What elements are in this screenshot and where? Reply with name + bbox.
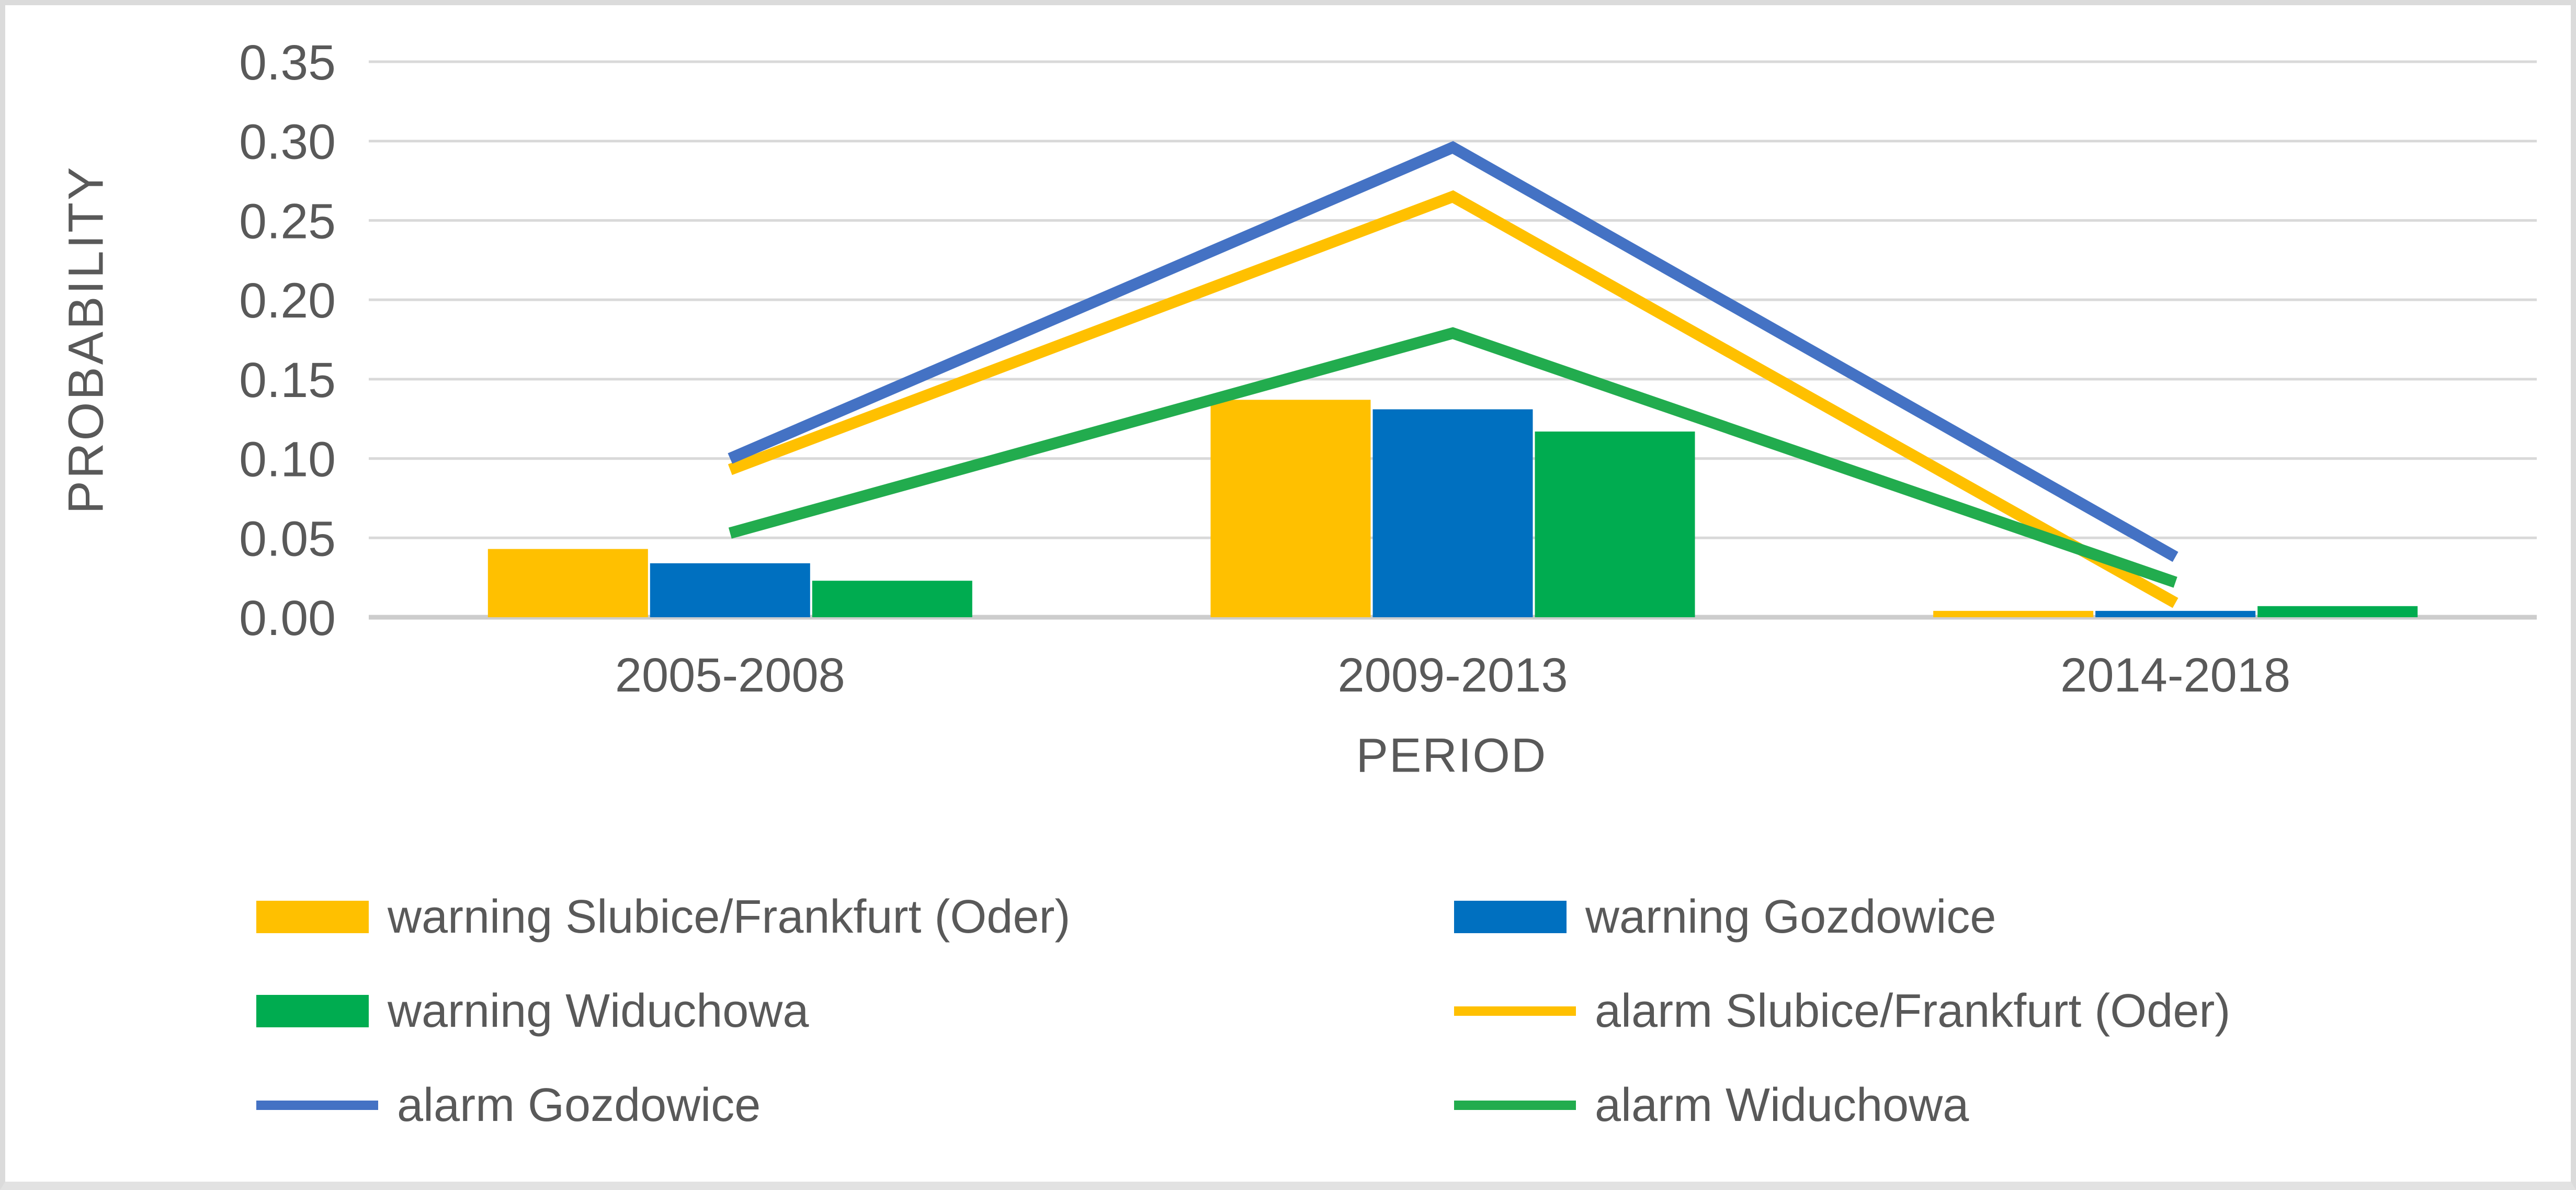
y-axis-title: PROBABILITY — [58, 165, 114, 514]
x-axis-title: PERIOD — [1356, 729, 1547, 783]
bar-warning-widuchowa — [2257, 606, 2418, 617]
y-tick-label: 0.20 — [239, 273, 336, 328]
y-tick-label: 0.35 — [239, 35, 336, 90]
bar-warning-gozdowice — [2095, 610, 2256, 617]
line-alarm-widuchowa — [728, 327, 2177, 588]
y-tick-label: 0.05 — [239, 511, 336, 566]
bar-warning-slubice-frankfurt-oder- — [487, 549, 648, 617]
x-category-label: 2005-2008 — [615, 649, 845, 702]
y-tick-label: 0.15 — [239, 353, 336, 408]
y-tick-label: 0.30 — [239, 115, 336, 170]
bar-warning-slubice-frankfurt-oder- — [1933, 610, 2094, 617]
bar-warning-gozdowice — [1372, 409, 1533, 617]
y-tick-label: 0.25 — [239, 194, 336, 249]
y-tick-label: 0.10 — [239, 432, 336, 488]
bar-warning-slubice-frankfurt-oder- — [1210, 400, 1371, 617]
bar-warning-widuchowa — [812, 581, 972, 617]
y-tick-label: 0.00 — [239, 591, 336, 646]
x-category-label: 2014-2018 — [2060, 649, 2290, 702]
line-alarm-gozdowice — [728, 141, 2178, 562]
line-alarm-slubice-frankfurt-oder- — [728, 190, 2178, 608]
bar-warning-gozdowice — [650, 563, 810, 617]
bar-warning-widuchowa — [1535, 431, 1695, 617]
x-category-label: 2009-2013 — [1338, 649, 1568, 702]
